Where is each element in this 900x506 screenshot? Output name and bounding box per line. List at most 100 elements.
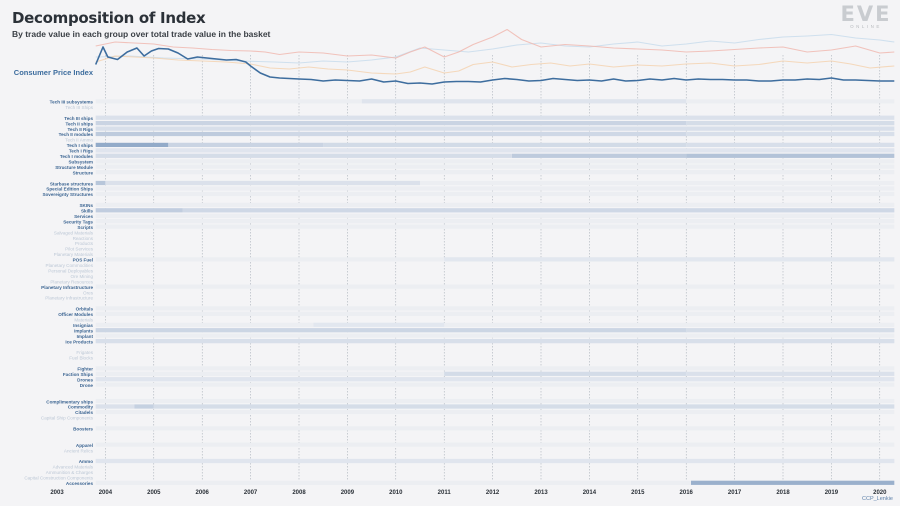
row-label: Planetary Infrastructure [45,296,93,301]
heat-cell [95,377,895,382]
row-label: Planetary Resources [50,279,93,284]
row-label: Ice Products [65,339,93,344]
heat-row-background [95,170,895,175]
heat-cell [686,131,895,137]
heat-cell [95,180,106,186]
heat-row-background [95,224,895,229]
row-label: Advanced Materials [53,465,94,470]
x-tick-label: 2018 [776,490,790,496]
row-label: Planetary Materials [54,252,94,257]
row-label: Tech I modules [60,154,94,159]
row-label: Accessories [66,481,94,486]
heat-cell [686,153,895,158]
heat-cell [95,142,169,147]
logo-text: EVE [840,2,892,26]
x-tick-label: 2007 [244,490,258,496]
heat-cell [95,126,895,131]
heat-cell [95,148,895,153]
x-tick-label: 2010 [389,490,403,496]
heat-cell [686,371,895,376]
heat-row-background [95,442,895,447]
row-label: Ammunition & Charges [46,470,94,475]
heat-cell [323,142,687,147]
heat-row-background [95,191,895,197]
faint-series-line [95,33,895,64]
credit-label: CCP_Lenkie [862,496,893,502]
row-label: Starbase structures [50,181,94,186]
eve-online-logo: EVE ONLINE [836,2,896,29]
row-label: Capital Ship Components [41,416,94,421]
heat-cell [95,115,895,120]
row-label: Frigates [76,350,93,355]
row-label: Planetary Infrastructure [41,285,93,290]
heat-cell [691,480,895,485]
faint-series-line [95,55,895,75]
row-label: Tech II Ammo [65,138,93,143]
heat-row-background [95,398,895,404]
row-label: Tech II Rigs [68,127,94,132]
row-label: Drones [77,377,93,382]
heat-cell [153,404,895,409]
heat-cell [444,371,687,376]
row-label: Implants [74,328,93,333]
heat-cell [95,328,687,333]
heat-row-background [95,284,895,289]
row-label: Commodity [68,405,94,410]
x-tick-label: 2020 [873,490,887,496]
row-label: Subsystem [68,160,93,165]
row-label: Security Tags [63,219,93,224]
row-label: Sovereignty Structures [42,192,93,197]
row-label: Complimentary ships [46,399,93,404]
heat-cell [95,153,512,158]
row-label: Faction Ships [63,372,94,377]
row-label: Officer Modules [58,312,93,317]
cpi-axis-label: Consumer Price Index [14,68,94,77]
x-tick-label: 2012 [486,490,500,496]
chart-title: Decomposition of Index [12,9,206,27]
row-label: Ancient Relics [64,448,94,453]
heat-row-background [95,426,895,431]
heat-row-background [95,311,895,316]
row-label: Tech I ships [67,143,94,148]
row-label: Tech I Rigs [69,149,94,154]
x-tick-label: 2008 [292,490,306,496]
heat-row-background [95,409,895,415]
x-tick-label: 2013 [534,490,548,496]
x-tick-label: 2005 [147,490,161,496]
x-tick-label: 2017 [728,490,742,496]
row-label: Materials [74,318,93,323]
faint-series-line [95,28,895,59]
row-label: Tech III Ships [65,105,93,110]
heat-cell [512,153,687,158]
row-label: Products [75,241,94,246]
row-label: Salvaged Materials [54,230,94,235]
row-label: Planetary Commodities [46,263,94,268]
x-tick-label: 2011 [438,490,452,496]
heat-row-background [95,333,895,338]
x-tick-label: 2006 [196,490,210,496]
row-label: Structure [73,170,94,175]
heat-cell [95,208,183,213]
heat-row-background [95,322,895,327]
x-tick-label: 2009 [341,490,355,496]
row-label: Drone [80,383,94,388]
row-label: POS Fuel [73,258,93,263]
heat-row-background [95,366,895,371]
heat-cell [95,121,687,126]
heat-row-background [95,180,895,186]
row-label: Boosters [73,427,93,432]
heat-row-background [95,219,895,224]
row-label: Ore Mining [71,274,94,279]
heat-row-background [95,480,895,485]
x-tick-label: 2015 [631,490,645,496]
heat-row-background [95,159,895,164]
row-label: Capital Construction Components [24,476,93,481]
row-label: Tech III ships [64,116,93,121]
row-label: Personal Deployables [48,269,93,274]
heat-cell [686,328,895,333]
row-label: Reactions [73,236,94,241]
row-label: SKINs [79,203,93,208]
x-tick-label: 2016 [680,490,694,496]
row-label: Insignias [73,323,93,328]
row-label: Services [74,214,93,219]
